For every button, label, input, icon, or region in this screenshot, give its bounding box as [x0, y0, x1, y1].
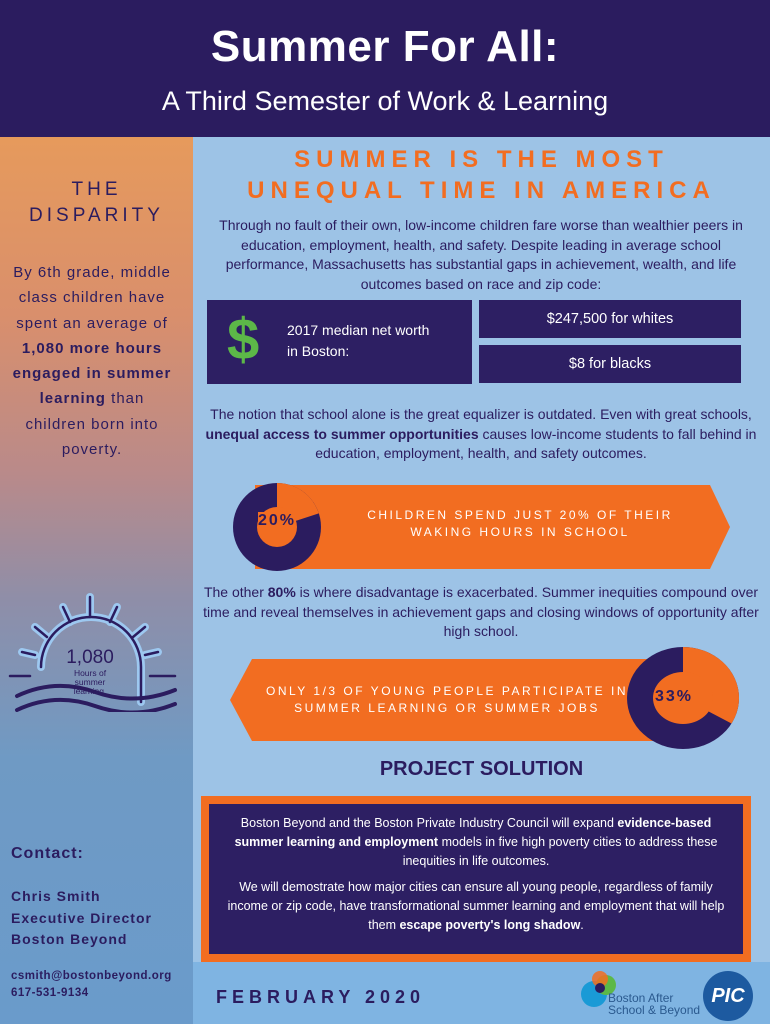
networth-box: $ 2017 median net worth in Boston:: [207, 300, 472, 384]
headline-line: SUMMER IS THE MOST: [294, 146, 669, 173]
solution-paragraph: Boston Beyond and the Boston Private Ind…: [223, 814, 729, 871]
band2-arrow: [230, 659, 710, 741]
solution-paragraph: We will demostrate how major cities can …: [223, 878, 729, 935]
left-sidebar: THE DISPARITY By 6th grade, middle class …: [0, 137, 193, 1024]
text: The notion that school alone is the grea…: [210, 406, 752, 422]
solution-box: Boston Beyond and the Boston Private Ind…: [201, 796, 751, 962]
contact-email[interactable]: csmith@bostonbeyond.org: [11, 970, 172, 982]
pie-33-percent: [627, 647, 740, 749]
pct2-label: 33%: [655, 688, 694, 705]
pic-logo: PIC: [703, 971, 753, 1021]
text-emphasis: escape poverty's long shadow: [399, 918, 581, 932]
heading-line: THE: [71, 179, 122, 200]
whites-networth: $247,500 for whites: [479, 300, 741, 338]
heading-line: DISPARITY: [29, 205, 164, 226]
contact-org: Boston Beyond: [11, 931, 128, 947]
other-text: The other 80% is where disadvantage is e…: [200, 583, 762, 642]
text: .: [580, 918, 584, 932]
text-emphasis: unequal access to summer opportunities: [205, 425, 479, 442]
sun-number: 1,080: [66, 647, 114, 668]
contact-label: Contact:: [11, 845, 84, 862]
text: The other: [203, 584, 268, 600]
disparity-heading: THE DISPARITY: [0, 177, 193, 229]
headline: SUMMER IS THE MOST UNEQUAL TIME IN AMERIC…: [193, 144, 770, 206]
solution-title: PROJECT SOLUTION: [379, 758, 584, 780]
page-subtitle: A Third Semester of Work & Learning: [161, 86, 609, 116]
text-emphasis: 80%: [267, 584, 296, 600]
notion-text: The notion that school alone is the grea…: [200, 405, 762, 464]
pct1-label: 20%: [258, 512, 297, 530]
date: FEBRUARY 2020: [216, 987, 426, 1007]
text: By 6th grade, middle class children have…: [13, 264, 171, 332]
dollar-icon: $: [227, 307, 260, 372]
text: causes low-income students to fall behin…: [315, 425, 757, 462]
contact-name: Chris Smith: [11, 888, 101, 904]
text: We will demostrate how major cities can …: [227, 880, 725, 932]
headline-line: UNEQUAL TIME IN AMERICA: [247, 177, 716, 204]
text-emphasis: 1,080 more hours engaged in summer learn…: [12, 339, 172, 408]
sun-caption: Hours of summer learning.: [73, 668, 107, 696]
contact-phone[interactable]: 617-531-9134: [11, 987, 89, 999]
blacks-networth: $8 for blacks: [479, 345, 741, 383]
text: is where disadvantage is exacerbated. Su…: [203, 584, 759, 639]
intro-text: Through no fault of their own, low-incom…: [219, 217, 743, 292]
page-title: Summer For All:: [210, 22, 560, 71]
disparity-text: By 6th grade, middle class children have…: [12, 260, 172, 462]
footer-band: [193, 962, 770, 1024]
boston-beyond-logo: Boston After School & Beyond: [580, 970, 700, 1020]
logo-text: Boston After School & Beyond: [608, 991, 701, 1017]
band1-arrow: [255, 485, 730, 569]
text: than children born into poverty.: [25, 390, 159, 459]
contact-info: Chris Smith Executive Director Boston Be…: [11, 886, 152, 951]
sun-waves-icon: 1,080 Hours of summer learning.: [5, 592, 190, 717]
networth-label: 2017 median net worth in Boston:: [287, 322, 430, 359]
text: Boston Beyond and the Boston Private Ind…: [240, 816, 618, 830]
band2-text: ONLY 1/3 OF YOUNG PEOPLE PARTICIPATE IN …: [265, 684, 629, 715]
text: models in five high poverty cities to ad…: [402, 835, 718, 868]
header: Summer For All: A Third Semester of Work…: [0, 0, 770, 137]
band1-text: CHILDREN SPEND JUST 20% OF THEIR WAKING …: [367, 508, 673, 539]
text-emphasis: evidence-based summer learning and emplo…: [234, 816, 712, 849]
contact-title: Executive Director: [11, 909, 152, 926]
